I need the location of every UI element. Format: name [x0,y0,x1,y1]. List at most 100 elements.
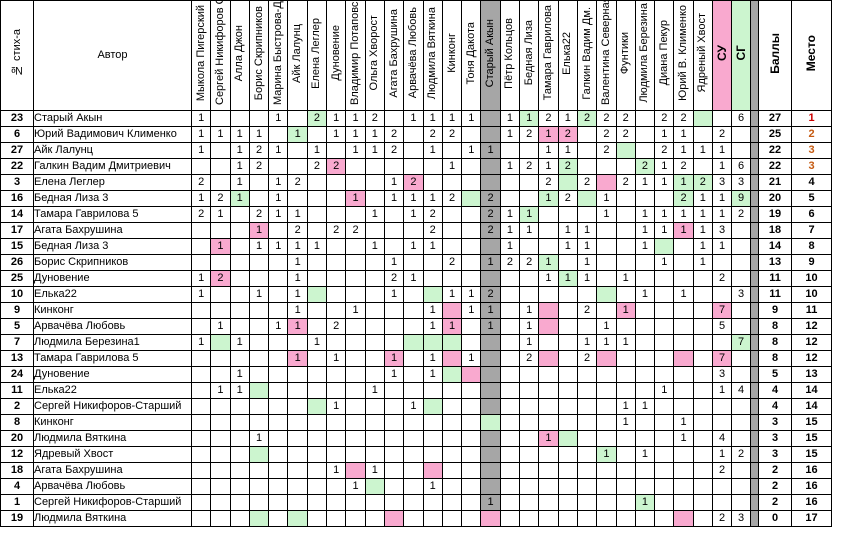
score-cell [538,510,559,527]
score-cell: 1 [673,222,694,239]
header-judge: Пётр Кольцов [499,0,521,111]
score-cell [441,510,463,527]
score-cell: 1 [190,286,212,303]
score-cell [576,478,598,495]
score-cell [692,158,714,175]
score-cell [190,430,212,447]
score-cell [654,238,675,255]
score-cell: 1 [268,318,289,335]
su-cell: 3 [712,174,733,191]
score-cell [345,286,366,303]
sg-cell [731,126,752,143]
score-cell [480,174,501,191]
score-cell [634,318,656,335]
score-cell [229,494,250,511]
score-cell [441,206,463,223]
score-cell [596,382,617,399]
score-cell [692,270,714,287]
score-cell: 1 [268,238,289,255]
score-cell [422,414,443,431]
score-cell: 1 [383,254,405,271]
score-cell [461,462,482,479]
score-cell: 1 [422,318,443,335]
score-cell [210,430,231,447]
score-cell [364,174,385,191]
score-cell: 1 [229,158,250,175]
sg-cell [731,350,752,367]
sg-cell [731,430,752,447]
score-cell: 1 [287,350,308,367]
score-cell [441,398,463,415]
score-cell: 1 [576,238,598,255]
score-cell [692,382,714,399]
score-cell: 2 [596,110,617,127]
score-cell [576,494,598,511]
score-cell: 1 [499,158,521,175]
score-cell [229,286,250,303]
score-cell [210,462,231,479]
score-cell [287,158,308,175]
score-cell [692,414,714,431]
score-cell [306,318,328,335]
score-cell [538,366,559,383]
score-cell [615,158,636,175]
score-cell: 2 [210,190,231,207]
table-row: 27 Айк Лалунц 1 1 2 1 1 1 1 2 1 1 1 1 1 2 2 1 1 1 22 3 [0,142,833,159]
score-cell [287,446,308,463]
score-cell [441,270,463,287]
su-cell [712,110,733,127]
score-cell [576,206,598,223]
author-name: Бедная Лиза 3 [33,238,192,255]
score-cell [268,334,289,351]
score-cell: 1 [268,206,289,223]
poem-number: 14 [0,206,34,223]
score-cell [210,334,231,351]
score-cell: 1 [422,238,443,255]
score-cell [654,478,675,495]
sg-cell [731,398,752,415]
score-cell: 2 [248,142,270,159]
score-cell [383,462,405,479]
sg-cell [731,142,752,159]
score-cell [326,302,347,319]
score-cell [480,462,501,479]
score-cell: 2 [596,142,617,159]
separator [750,238,760,255]
score-cell [306,190,328,207]
score-cell [673,398,694,415]
score-cell: 2 [557,126,578,143]
score-cell [538,350,559,367]
score-cell [673,238,694,255]
score-cell [326,366,347,383]
score-cell [634,110,656,127]
score-cell: 2 [383,270,405,287]
score-cell [210,478,231,495]
score-cell [345,270,366,287]
header-judge: Айк Лалунц [287,0,308,111]
score-cell [190,414,212,431]
header-judge: Юрий В. Клименко [673,0,694,111]
score-cell [403,302,424,319]
score-cell [345,430,366,447]
score-cell: 1 [461,350,482,367]
score-cell [364,478,385,495]
score-cell [461,366,482,383]
score-cell [268,382,289,399]
score-cell: 2 [615,110,636,127]
points-cell: 2 [758,478,793,495]
score-cell [499,174,521,191]
score-cell: 1 [576,254,598,271]
score-cell [345,366,366,383]
score-cell: 1 [519,318,540,335]
points-cell: 27 [758,110,793,127]
sg-cell: 2 [731,206,752,223]
score-cell [210,350,231,367]
author-name: Елька22 [33,382,192,399]
separator [750,302,760,319]
score-cell [248,398,270,415]
score-cell [287,494,308,511]
score-cell [654,398,675,415]
points-cell: 8 [758,350,793,367]
score-cell: 1 [403,398,424,415]
score-cell [519,382,540,399]
